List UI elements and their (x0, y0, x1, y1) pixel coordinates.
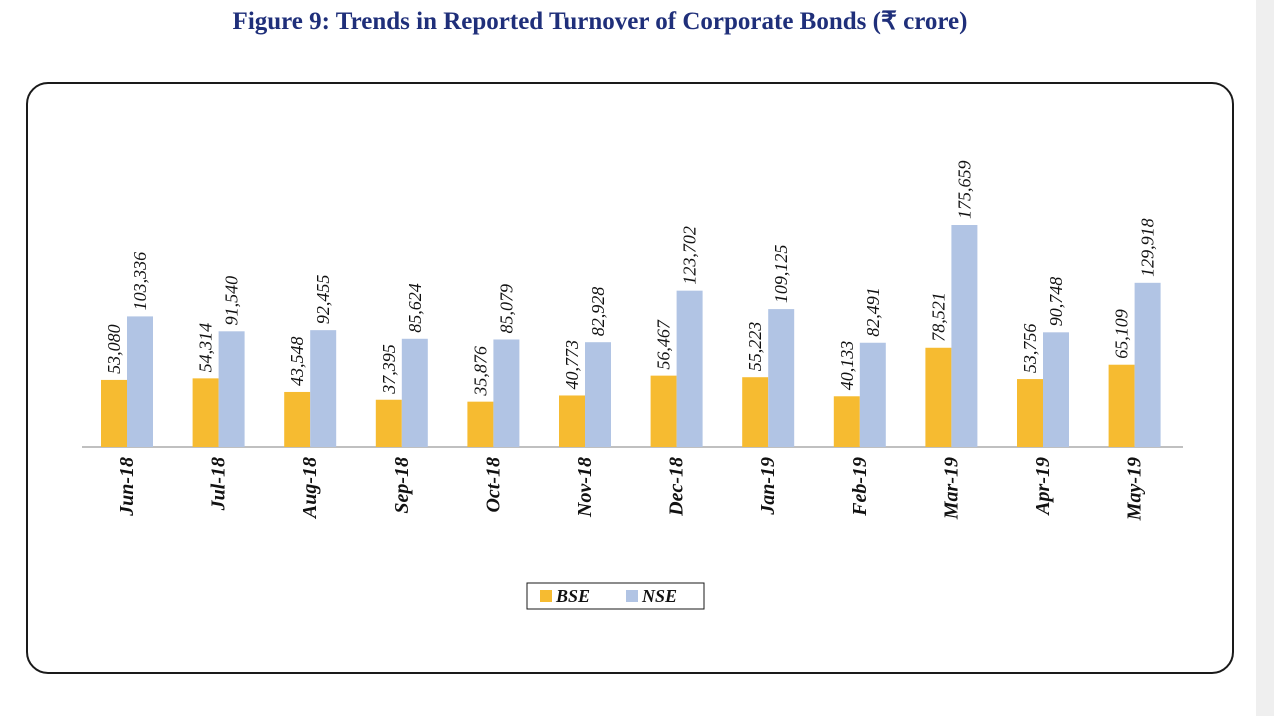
bse-data-label-sep-18: 37,395 (379, 344, 399, 395)
bse-bar-dec-18 (650, 375, 677, 447)
x-tick-label-may-19: May-19 (1124, 457, 1146, 521)
legend-box (526, 582, 705, 610)
nse-data-label-sep-18: 85,624 (405, 283, 425, 333)
bse-bar-feb-19 (833, 396, 860, 447)
bse-bar-jul-18 (192, 378, 219, 447)
nse-bar-apr-19 (1043, 332, 1069, 447)
bse-data-label-dec-18: 56,467 (654, 319, 674, 370)
figure-title: Figure 9: Trends in Reported Turnover of… (232, 8, 968, 35)
x-tick-label-mar-19: Mar-19 (940, 457, 962, 520)
x-tick-label-apr-19: Apr-19 (1032, 457, 1054, 517)
nse-bar-jul-18 (218, 331, 245, 447)
bse-data-label-apr-19: 53,756 (1020, 324, 1040, 374)
bse-bar-mar-19 (925, 347, 952, 447)
legend-label-bse: BSE (555, 586, 590, 606)
nse-data-label-nov-18: 82,928 (588, 287, 608, 337)
x-tick-label-sep-18: Sep-18 (391, 457, 413, 514)
bse-bar-jun-18 (101, 379, 127, 447)
bse-data-label-nov-18: 40,773 (562, 340, 582, 390)
x-tick-label-jan-19: Jan-19 (757, 457, 779, 516)
bse-data-label-jan-19: 55,223 (745, 322, 765, 372)
nse-data-label-jun-18: 103,336 (130, 252, 150, 311)
bse-bar-may-19 (1108, 364, 1135, 447)
nse-data-label-dec-18: 123,702 (680, 226, 700, 285)
x-tick-label-oct-18: Oct-18 (482, 457, 504, 513)
bse-data-label-oct-18: 35,876 (470, 346, 490, 397)
nse-data-label-jul-18: 91,540 (222, 276, 242, 326)
bse-bar-sep-18 (375, 399, 402, 447)
x-tick-label-nov-18: Nov-18 (574, 457, 596, 518)
nse-data-label-jan-19: 109,125 (771, 245, 791, 304)
bse-data-label-jul-18: 54,314 (196, 323, 216, 373)
nse-bar-nov-18 (585, 342, 611, 447)
nse-data-label-aug-18: 92,455 (313, 275, 333, 325)
legend-swatch-nse (626, 590, 638, 602)
nse-bar-jan-19 (768, 309, 795, 447)
nse-data-label-oct-18: 85,079 (496, 284, 516, 334)
bse-data-label-feb-19: 40,133 (837, 341, 857, 391)
nse-bar-oct-18 (493, 339, 520, 447)
nse-bar-may-19 (1134, 282, 1161, 447)
nse-bar-dec-18 (676, 290, 703, 447)
legend-label-nse: NSE (641, 586, 677, 606)
nse-bar-aug-18 (310, 330, 337, 447)
nse-data-label-apr-19: 90,748 (1046, 277, 1066, 327)
x-tick-label-jun-18: Jun-18 (116, 457, 138, 517)
nse-data-label-mar-19: 175,659 (954, 161, 974, 220)
bse-bar-oct-18 (467, 401, 494, 447)
window-edge-strip (1256, 0, 1274, 716)
bse-data-label-aug-18: 43,548 (287, 336, 307, 386)
bse-bar-nov-18 (559, 395, 585, 447)
x-tick-label-dec-18: Dec-18 (666, 457, 688, 517)
bse-bar-jan-19 (742, 377, 769, 447)
nse-data-label-feb-19: 82,491 (863, 287, 883, 337)
bse-bar-aug-18 (284, 391, 311, 447)
x-tick-label-aug-18: Aug-18 (299, 457, 321, 520)
bse-data-label-jun-18: 53,080 (104, 324, 124, 374)
nse-bar-sep-18 (401, 338, 428, 447)
nse-bar-jun-18 (127, 316, 153, 447)
bse-data-label-mar-19: 78,521 (928, 292, 948, 342)
bse-bar-apr-19 (1017, 379, 1043, 447)
x-tick-label-feb-19: Feb-19 (849, 457, 871, 517)
legend-swatch-bse (540, 590, 552, 602)
nse-data-label-may-19: 129,918 (1138, 218, 1158, 277)
nse-bar-mar-19 (951, 225, 978, 447)
x-tick-label-jul-18: Jul-18 (208, 457, 230, 511)
bse-data-label-may-19: 65,109 (1112, 309, 1132, 359)
nse-bar-feb-19 (859, 342, 886, 447)
